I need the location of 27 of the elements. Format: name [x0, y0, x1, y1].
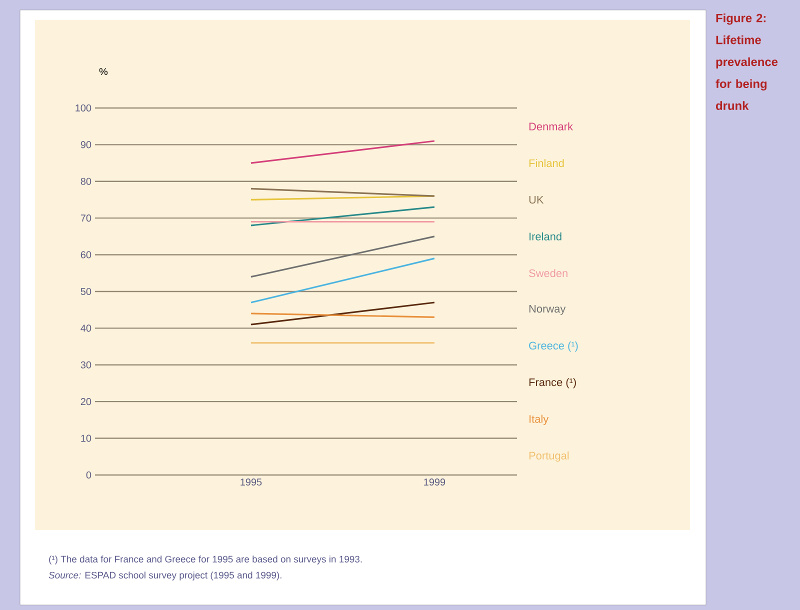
y-tick-label: 70: [80, 214, 92, 222]
x-tick-label: 1999: [424, 478, 446, 486]
text: Sweden: [529, 269, 568, 278]
y-tick-label: 0: [86, 471, 92, 479]
text: Greece (¹): [529, 341, 578, 352]
text: (¹) The data for France and Greece for 1995 are based on surveys in 1993.: [49, 556, 362, 564]
y-tick-label: 60: [80, 251, 92, 258]
text: Ireland: [530, 232, 562, 240]
text: Finland: [529, 159, 564, 168]
y-tick-label: 80: [80, 178, 92, 185]
y-tick-label: 30: [80, 361, 92, 368]
x-tick-label: 1995: [240, 478, 262, 486]
text: France (¹): [529, 378, 576, 388]
text: UK: [529, 196, 544, 204]
y-tick-label: 10: [81, 434, 92, 442]
text: Portugal: [529, 451, 569, 462]
y-tick-label: 40: [80, 324, 92, 332]
text: Italy: [530, 414, 549, 425]
text: Figure 2: Lifetime prevalence for being drunk: [716, 14, 778, 110]
y-tick-label: 50: [80, 288, 92, 296]
y-tick-label: 90: [80, 141, 92, 148]
text: Source: ESPAD school survey project (1995 and 1999).: [48, 572, 282, 580]
y-tick-label: 100: [76, 104, 92, 112]
y-axis-title: %: [99, 68, 108, 76]
y-tick-label: 20: [80, 398, 92, 406]
text: Norway: [529, 304, 566, 315]
text: Denmark: [529, 122, 573, 130]
